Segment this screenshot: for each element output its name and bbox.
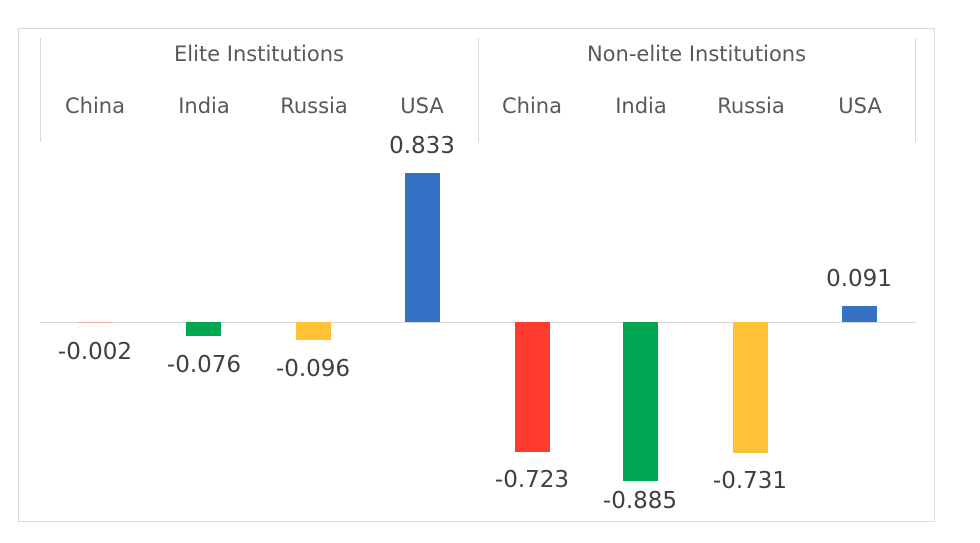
category-label-nonelite-india: India bbox=[615, 94, 667, 118]
category-label-nonelite-china: China bbox=[502, 94, 562, 118]
chart-frame bbox=[18, 28, 935, 522]
value-label-elite-usa: 0.833 bbox=[389, 133, 455, 159]
value-label-nonelite-usa: 0.091 bbox=[826, 266, 892, 292]
bar-nonelite-usa bbox=[842, 306, 877, 322]
group-divider-left bbox=[40, 38, 41, 142]
value-label-elite-india: -0.076 bbox=[166, 352, 242, 378]
zero-axis-line bbox=[40, 322, 916, 323]
group-divider-middle bbox=[478, 38, 479, 142]
bar-elite-usa bbox=[405, 173, 440, 322]
value-label-nonelite-russia: -0.731 bbox=[712, 468, 788, 494]
category-label-elite-russia: Russia bbox=[280, 94, 348, 118]
bar-nonelite-russia bbox=[733, 322, 768, 453]
bar-elite-china bbox=[78, 322, 113, 323]
value-label-nonelite-india: -0.885 bbox=[602, 488, 678, 514]
category-label-elite-usa: USA bbox=[400, 94, 444, 118]
bar-nonelite-china bbox=[515, 322, 550, 452]
bar-elite-russia bbox=[296, 322, 331, 340]
category-label-nonelite-usa: USA bbox=[838, 94, 882, 118]
value-label-elite-russia: -0.096 bbox=[275, 356, 351, 382]
category-label-elite-china: China bbox=[65, 94, 125, 118]
group-label-nonelite: Non-elite Institutions bbox=[586, 42, 807, 66]
category-label-nonelite-russia: Russia bbox=[717, 94, 785, 118]
group-divider-right bbox=[915, 38, 916, 142]
bar-nonelite-india bbox=[623, 322, 658, 481]
value-label-nonelite-china: -0.723 bbox=[494, 467, 570, 493]
bar-elite-india bbox=[186, 322, 221, 336]
category-label-elite-india: India bbox=[178, 94, 230, 118]
group-label-elite: Elite Institutions bbox=[174, 42, 344, 66]
value-label-elite-china: -0.002 bbox=[57, 339, 133, 365]
